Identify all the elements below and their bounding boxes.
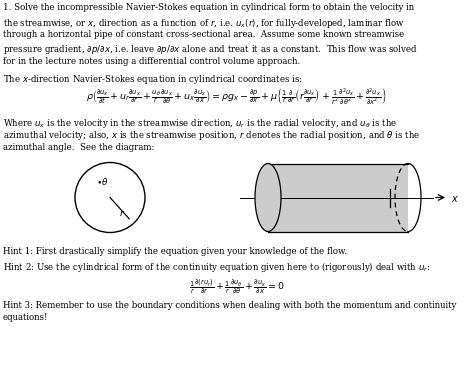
- Text: $r$: $r$: [119, 209, 125, 219]
- Text: equations!: equations!: [3, 314, 48, 322]
- Text: azimuthal angle.  See the diagram:: azimuthal angle. See the diagram:: [3, 142, 155, 152]
- Text: Where $u_x$ is the velocity in the streamwise direction, $u_r$ is the radial vel: Where $u_x$ is the velocity in the strea…: [3, 117, 397, 129]
- Text: Hint 3: Remember to use the boundary conditions when dealing with both the momen: Hint 3: Remember to use the boundary con…: [3, 300, 456, 309]
- Text: $\frac{1}{r}\frac{\partial(ru_r)}{\partial r}+\frac{1}{r}\frac{\partial u_\theta: $\frac{1}{r}\frac{\partial(ru_r)}{\parti…: [189, 279, 285, 297]
- Text: $\rho\left(\frac{\partial u_x}{\partial t}+u_r\frac{\partial u_x}{\partial r}+\f: $\rho\left(\frac{\partial u_x}{\partial …: [86, 87, 388, 107]
- Text: pressure gradient, $\partial p/\partial x$, i.e. leave $\partial p/\partial x$ a: pressure gradient, $\partial p/\partial …: [3, 44, 418, 57]
- Bar: [268, 164, 408, 231]
- Text: The $x$-direction Navier-Stokes equation in cylindrical coordinates is:: The $x$-direction Navier-Stokes equation…: [3, 72, 303, 86]
- Text: $x$: $x$: [451, 194, 459, 204]
- Text: 1. Solve the incompressible Navier-Stokes equation in cylindrical form to obtain: 1. Solve the incompressible Navier-Stoke…: [3, 3, 414, 12]
- Text: through a horizontal pipe of constant cross-sectional area.  Assume some known s: through a horizontal pipe of constant cr…: [3, 30, 404, 39]
- Text: Hint 1: First drastically simplify the equation given your knowledge of the flow: Hint 1: First drastically simplify the e…: [3, 248, 347, 256]
- Ellipse shape: [255, 164, 281, 231]
- Text: the streamwise, or $x$, direction as a function of $r$, i.e. $u_x(r)$, for fully: the streamwise, or $x$, direction as a f…: [3, 16, 405, 30]
- Text: $\bullet\theta$: $\bullet\theta$: [96, 176, 109, 187]
- Text: Hint 2: Use the cylindrical form of the continuity equation given here to (rigor: Hint 2: Use the cylindrical form of the …: [3, 261, 430, 274]
- Text: azimuthal velocity; also, $x$ is the streamwise position, $r$ denotes the radial: azimuthal velocity; also, $x$ is the str…: [3, 129, 420, 142]
- Text: for in the lecture notes using a differential control volume approach.: for in the lecture notes using a differe…: [3, 57, 300, 66]
